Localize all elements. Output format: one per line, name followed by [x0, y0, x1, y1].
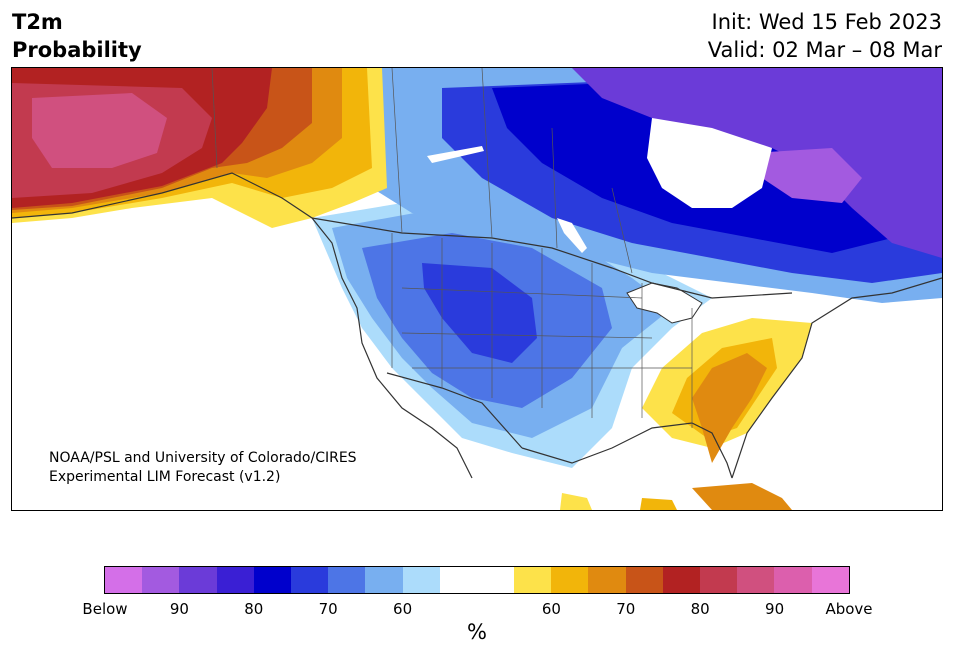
- valid-dates: Valid: 02 Mar – 08 Mar: [707, 38, 942, 62]
- lake-athabasca: [427, 146, 484, 163]
- hudson-bay-water: [647, 118, 772, 208]
- colorbar-segment: [179, 567, 217, 593]
- colorbar-segment: [105, 567, 143, 593]
- colorbar-segment: [328, 567, 366, 593]
- colorbar-segment: [514, 567, 552, 593]
- colorbar-tick-label: Below: [82, 600, 128, 618]
- colorbar-tick-label: 90: [765, 600, 785, 618]
- province-borders: [211, 68, 633, 274]
- colorbar-tick-label: 70: [318, 600, 338, 618]
- mexico-above-60: [560, 493, 592, 510]
- colorbar-tick-label: 60: [541, 600, 561, 618]
- colorbar-segment: [216, 567, 254, 593]
- colorbar-segment: [253, 567, 291, 593]
- colorbar-segment: [551, 567, 589, 593]
- colorbar-tick-label: 60: [393, 600, 413, 618]
- cuba-above-70: [692, 483, 792, 510]
- us-canada-border: [311, 217, 793, 299]
- state-borders: [391, 233, 693, 428]
- probability-map: NOAA/PSL and University of Colorado/CIRE…: [12, 68, 942, 510]
- us-mexico-border: [386, 372, 523, 449]
- colorbar-tick-label: Above: [825, 600, 873, 618]
- init-date: Init: Wed 15 Feb 2023: [711, 10, 942, 34]
- yucatan-above-65: [640, 498, 677, 510]
- colorbar-segment: [625, 567, 663, 593]
- colorbar-segment: [811, 567, 849, 593]
- atlantic-coastline: [731, 277, 942, 479]
- colorbar-segment: [700, 567, 738, 593]
- colorbar-segment: [662, 567, 700, 593]
- below-90-hudson: [572, 68, 942, 258]
- title-line-1: T2m: [12, 10, 63, 34]
- forecast-dates: Init: Wed 15 Feb 2023 Valid: 02 Mar – 08…: [708, 8, 942, 64]
- pacific-coastline: [12, 172, 473, 479]
- colorbar-segment: [402, 567, 440, 593]
- colorbar-tick-label: 80: [244, 600, 264, 618]
- map-title: T2m Probability: [12, 8, 142, 64]
- map-panel: NOAA/PSL and University of Colorado/CIRE…: [11, 67, 943, 511]
- colorbar-segment: [439, 567, 477, 593]
- colorbar-tick-label: 90: [169, 600, 189, 618]
- colorbar-tick-label: 70: [616, 600, 636, 618]
- title-line-2: Probability: [12, 38, 142, 62]
- colorbar-segment: [142, 567, 180, 593]
- lake-winnipeg: [557, 218, 587, 253]
- colorbar-segment: [774, 567, 812, 593]
- above-90-alaska: [32, 93, 167, 168]
- below-75-core: [422, 263, 537, 363]
- attribution-line-1: NOAA/PSL and University of Colorado/CIRE…: [49, 450, 357, 466]
- colorbar-segment: [737, 567, 775, 593]
- colorbar-segment: [365, 567, 403, 593]
- probability-colorbar: [104, 566, 850, 594]
- colorbar-segment: [290, 567, 329, 593]
- attribution: NOAA/PSL and University of Colorado/CIRE…: [49, 449, 357, 487]
- colorbar-tick-label: 80: [690, 600, 710, 618]
- colorbar-unit: %: [467, 620, 487, 644]
- above-70-southeast: [692, 353, 767, 463]
- gulf-coastline: [521, 422, 733, 479]
- colorbar-segment: [588, 567, 626, 593]
- attribution-line-2: Experimental LIM Forecast (v1.2): [49, 469, 281, 485]
- below-95-labrador: [752, 148, 862, 203]
- colorbar-segment: [476, 567, 515, 593]
